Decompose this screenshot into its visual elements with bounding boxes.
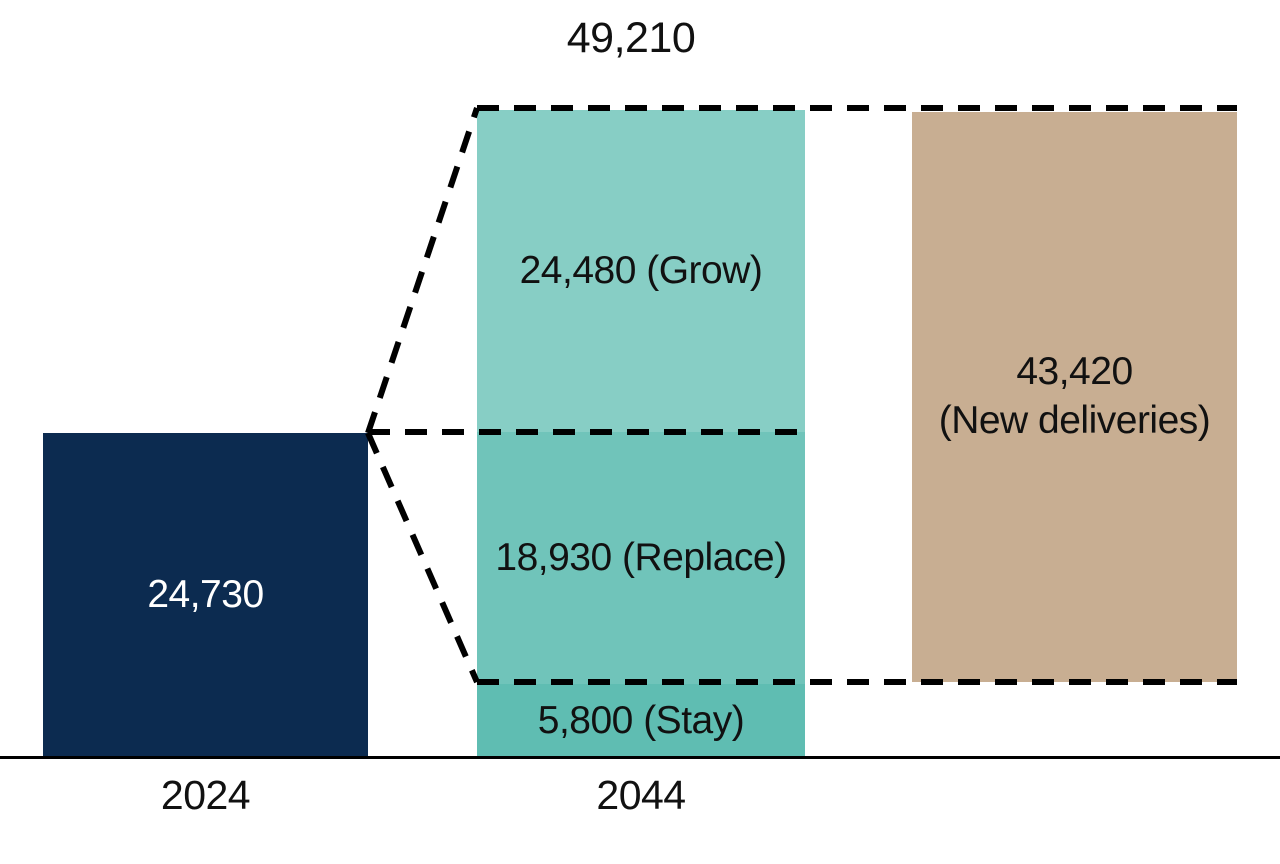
x-tick-2024: 2024	[160, 772, 251, 818]
connector-lower-diagonal	[365, 431, 480, 684]
x-tick-2044: 2044	[596, 772, 686, 818]
x-axis-line	[0, 756, 1280, 759]
segment-grow: 24,480 (Grow)	[477, 110, 805, 432]
total-label-2044: 49,210	[566, 14, 696, 62]
new-deliveries-value: 43,420	[1016, 350, 1133, 394]
bar-2024-value-label: 24,730	[147, 573, 264, 617]
segment-replace-label: 18,930 (Replace)	[495, 535, 787, 579]
connector-upper-diagonal	[365, 107, 480, 434]
bar-new-deliveries-label: 43,420 (New deliveries)	[939, 348, 1211, 446]
bar-new-deliveries: 43,420 (New deliveries)	[912, 112, 1237, 682]
segment-grow-label: 24,480 (Grow)	[519, 248, 763, 292]
new-deliveries-caption: (New deliveries)	[938, 399, 1211, 442]
segment-stay-label: 5,800 (Stay)	[537, 698, 745, 742]
bar-2024: 24,730	[43, 433, 368, 758]
segment-stay: 5,800 (Stay)	[477, 684, 805, 758]
segment-replace: 18,930 (Replace)	[477, 432, 805, 684]
